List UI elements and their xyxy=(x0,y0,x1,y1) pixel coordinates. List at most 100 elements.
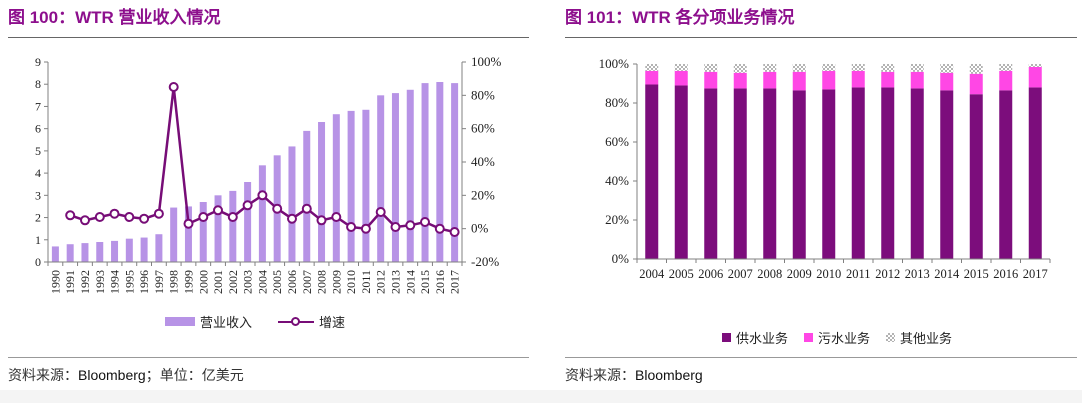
figure-panel-100: 图 100：WTR 营业收入情况 0 1 2 3 4 5 6 7 8 9 -20% 0% 20% 40% 6… xyxy=(8,6,529,390)
y-axis-tick-label: 80% xyxy=(605,95,629,110)
revenue-bar xyxy=(96,242,104,262)
segment-bar xyxy=(851,64,865,71)
year-label: 2012 xyxy=(374,270,388,294)
year-label: 1995 xyxy=(122,270,136,294)
figure-100-title: 图 100：WTR 营业收入情况 xyxy=(8,6,529,38)
revenue-bar xyxy=(332,114,340,262)
year-label: 2014 xyxy=(403,270,417,294)
revenue-bar xyxy=(406,89,414,262)
year-label: 2015 xyxy=(964,267,989,281)
year-label: 2003 xyxy=(241,270,255,294)
legend-item-growth: 增速 xyxy=(278,312,345,331)
revenue-bar xyxy=(184,206,192,262)
growth-line-swatch xyxy=(278,316,314,327)
year-label: 1994 xyxy=(108,270,122,294)
revenue-bar xyxy=(140,237,148,262)
growth-marker xyxy=(346,222,357,232)
sewage-swatch xyxy=(803,333,813,342)
segment-bar xyxy=(704,64,718,72)
stacked-bars xyxy=(645,64,1042,260)
year-label: 2001 xyxy=(211,270,225,294)
growth-marker xyxy=(65,210,76,221)
revenue-bar xyxy=(318,122,326,262)
segment-bar xyxy=(910,71,924,89)
segment-bar xyxy=(851,87,865,260)
growth-marker xyxy=(316,215,327,226)
left-axis-tick-label: 1 xyxy=(35,233,41,247)
y-axis-tick-label: 60% xyxy=(605,134,629,149)
revenue-bar xyxy=(214,195,222,262)
source-unit: ；单位：亿美元 xyxy=(145,369,244,384)
left-axis-tick-label: 0 xyxy=(35,255,41,269)
year-label: 1996 xyxy=(137,270,151,294)
revenue-bar xyxy=(436,82,444,262)
growth-marker xyxy=(198,212,209,222)
growth-marker xyxy=(405,220,416,231)
year-label: 1999 xyxy=(181,270,195,294)
segment-bar xyxy=(969,94,983,259)
legend-label-water-supply: 供水业务 xyxy=(735,331,788,346)
year-label: 2016 xyxy=(433,270,447,294)
year-label: 2017 xyxy=(1023,267,1048,281)
growth-marker xyxy=(109,208,120,219)
segment-bar xyxy=(733,64,747,73)
segment-bar xyxy=(763,71,777,89)
segment-bar xyxy=(674,64,688,71)
water-supply-swatch xyxy=(721,333,731,342)
year-label: 1993 xyxy=(93,270,107,294)
year-label: 2011 xyxy=(359,270,373,294)
revenue-bar xyxy=(244,182,252,262)
source-name: Bloomberg xyxy=(635,367,703,383)
segment-bar xyxy=(851,70,865,88)
segment-bar xyxy=(645,84,659,259)
revenue-bar xyxy=(377,95,385,262)
legend-item-revenue: 营业收入 xyxy=(164,312,252,331)
right-axis-tick-label: 80% xyxy=(471,87,495,102)
right-axis-tick-label: 0% xyxy=(471,221,489,236)
year-label: 1990 xyxy=(48,270,62,294)
x-axis-labels: 1990 1991 1992 1993 1994 1995 1996 1997 1998 1999… xyxy=(48,270,461,294)
growth-marker xyxy=(301,203,312,214)
segment-bar xyxy=(704,88,718,260)
segment-bar xyxy=(940,72,954,91)
revenue-bar xyxy=(451,83,459,262)
segment-bar xyxy=(792,71,806,91)
segment-bar xyxy=(674,70,688,86)
revenue-bar xyxy=(170,207,178,262)
segment-bar xyxy=(969,64,983,74)
source-prefix: 资料来源： xyxy=(565,369,635,384)
legend-label-other: 其他业务 xyxy=(900,331,953,346)
legend-item-other: 其他业务 xyxy=(886,328,952,347)
x-axis-labels: 2004 2005 2006 2007 2008 2009 2010 2011 2012 2013… xyxy=(639,267,1048,281)
legend-item-water-supply: 供水业务 xyxy=(721,328,788,347)
source-prefix: 资料来源： xyxy=(8,369,78,384)
revenue-bar xyxy=(199,202,207,262)
revenue-bar xyxy=(362,109,370,262)
growth-marker xyxy=(272,203,283,214)
figure-panel-101: 图 101：WTR 各分项业务情况 0% 20% 40% 60% 80% 100% 2004… xyxy=(565,6,1077,390)
growth-marker xyxy=(420,217,430,227)
growth-marker xyxy=(449,227,460,237)
growth-marker xyxy=(242,200,253,211)
segment-bar xyxy=(1028,87,1042,260)
revenue-bar xyxy=(303,130,311,262)
axes: 0 1 2 3 4 5 6 7 8 9 -20% 0% 20% 40% 60% 80% 100% xyxy=(35,54,502,269)
segment-bar xyxy=(910,64,924,72)
revenue-bar xyxy=(81,243,89,262)
revenue-bar xyxy=(258,165,266,262)
right-axis-tick-label: 20% xyxy=(471,187,495,202)
segment-bar xyxy=(733,72,747,89)
revenue-bar xyxy=(125,238,133,262)
left-axis-tick-label: 8 xyxy=(35,77,41,91)
segment-bar xyxy=(881,87,895,260)
year-label: 2006 xyxy=(698,267,723,281)
segment-bar xyxy=(999,64,1013,71)
growth-marker xyxy=(183,218,194,229)
revenue-bar xyxy=(155,234,163,262)
year-label: 2015 xyxy=(418,270,432,294)
year-label: 2004 xyxy=(255,270,269,294)
revenue-bar-swatch xyxy=(164,317,195,326)
segment-bar xyxy=(1028,64,1042,67)
legend-label-growth: 增速 xyxy=(319,315,346,330)
segment-bar xyxy=(1028,66,1042,88)
